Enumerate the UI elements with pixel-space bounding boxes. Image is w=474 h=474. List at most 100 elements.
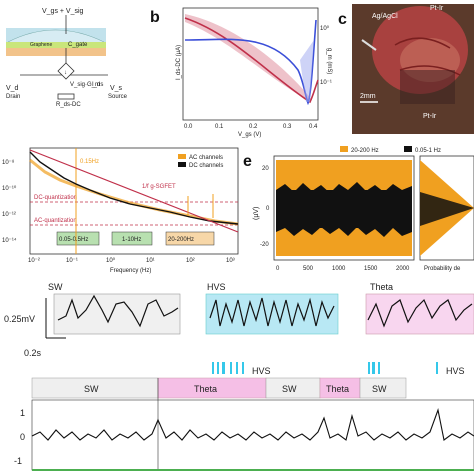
snippet-hvs-title: HVS bbox=[207, 282, 226, 292]
panel-e-xtick-2: 500 bbox=[303, 266, 314, 272]
probe-shadow bbox=[400, 70, 455, 104]
dc-psd-curve bbox=[29, 151, 239, 225]
fit-label: 1/f g-SGFET bbox=[142, 184, 176, 190]
panel-e-xtick-5: 2000 bbox=[396, 266, 410, 272]
panel-e-xtick-1: 0 bbox=[276, 266, 280, 272]
state-sw-1-label: SW bbox=[84, 384, 99, 394]
fit-line bbox=[29, 149, 239, 233]
psd-xtick-4: 10¹ bbox=[146, 258, 155, 264]
psd-xtick-2: 10⁻¹ bbox=[66, 258, 78, 264]
vgs-tick-3: 0.2 bbox=[249, 124, 258, 130]
scale-voltage-label: 0.25mV bbox=[4, 314, 35, 324]
psd-ytick-2: 10⁻¹⁰ bbox=[2, 185, 17, 192]
hvs-tick bbox=[372, 362, 375, 374]
snippet-hvs-trace bbox=[209, 297, 335, 327]
panel-e-ylabel: (µV) bbox=[253, 207, 260, 220]
pt-ir-bottom-label: Pt-Ir bbox=[423, 113, 437, 120]
gm-tick-2: 10⁻¹ bbox=[320, 80, 332, 86]
freq-marker-label: 0.15Hz bbox=[80, 159, 99, 165]
resistor-icon bbox=[57, 93, 75, 100]
hvs-ticks-1 bbox=[212, 362, 438, 374]
band-2-label: 1-10Hz bbox=[122, 237, 141, 243]
vgs-tick-4: 0.3 bbox=[283, 124, 292, 130]
state-sw-3 bbox=[359, 377, 407, 399]
legend-dc-swatch bbox=[178, 162, 186, 167]
legend-dc-label: DC channels bbox=[189, 163, 223, 169]
vgs-axis-label: V_gs (V) bbox=[238, 132, 261, 138]
substrate-layer bbox=[6, 48, 106, 56]
snippet-hvs-box bbox=[205, 293, 339, 335]
drain-label: Drain bbox=[6, 94, 20, 100]
cgate-label: C_gate bbox=[68, 42, 88, 48]
hvs-label-2: HVS bbox=[446, 366, 465, 376]
drain-voltage-label: V_d bbox=[6, 85, 19, 92]
hvs-tick bbox=[236, 362, 238, 374]
panel-e-ytick-2: 0 bbox=[266, 206, 270, 212]
psd-xtick-1: 10⁻² bbox=[28, 258, 40, 264]
state-sw-3-label: SW bbox=[372, 384, 387, 394]
source-voltage-label: V_s bbox=[110, 85, 123, 92]
psd-xtick-5: 10² bbox=[186, 258, 195, 264]
vgs-tick-5: 0.4 bbox=[309, 124, 318, 130]
band-1-label: 0.05-0.5Hz bbox=[59, 237, 88, 243]
timeline-ytick-1: 1 bbox=[20, 408, 25, 418]
timeline-ytick-2: 0 bbox=[20, 432, 25, 442]
timeline-trace bbox=[31, 407, 474, 441]
hvs-tick bbox=[242, 362, 244, 374]
ref-electrode bbox=[361, 39, 377, 51]
psd-ytick-1: 10⁻⁸ bbox=[2, 159, 15, 166]
dc-quant-label: DC-quantization bbox=[34, 195, 77, 201]
graphene-label: Graphene bbox=[30, 42, 52, 48]
vgs-tick-2: 0.1 bbox=[215, 124, 224, 130]
panel-e-ytick-3: -20 bbox=[260, 242, 269, 248]
gm-label: V_sig·G_m bbox=[70, 82, 100, 88]
snippet-sw-title: SW bbox=[48, 282, 63, 292]
ac-quant-label: AC-quantization bbox=[34, 218, 77, 224]
psd-xtick-3: 10⁰ bbox=[106, 257, 116, 264]
hvs-tick bbox=[378, 362, 380, 374]
snippet-theta-title: Theta bbox=[370, 282, 393, 292]
snippet-sw-box bbox=[53, 293, 181, 335]
gm-band bbox=[300, 40, 314, 102]
panel-a-schematic: V_gs + V_sig Graphene C_gate ↓ V_sig·G_m… bbox=[6, 8, 128, 108]
legend-e-black-swatch bbox=[404, 146, 412, 152]
panel-c-letter: c bbox=[338, 11, 347, 28]
psd-x-label: Frequency (Hz) bbox=[110, 268, 151, 274]
histogram-label: Probability de bbox=[424, 266, 461, 272]
panel-e-xtick-4: 1500 bbox=[364, 266, 378, 272]
hvs-tick bbox=[436, 362, 438, 374]
agagcl-label: Ag/AgCl bbox=[372, 13, 398, 20]
band-1-box bbox=[56, 231, 100, 246]
panel-e-letter: e bbox=[243, 153, 252, 170]
snippet-sw-trace bbox=[57, 294, 179, 328]
legend-e-black-label: 0.05-1 Hz bbox=[415, 148, 441, 154]
hvs-label-1: HVS bbox=[252, 366, 271, 376]
psd-ytick-3: 10⁻¹² bbox=[2, 212, 16, 218]
gm-curve bbox=[184, 19, 317, 106]
psd-ytick-4: 10⁻¹⁴ bbox=[2, 237, 17, 244]
panel-e-ytick-1: 20 bbox=[262, 166, 269, 172]
gate-voltage-label: V_gs + V_sig bbox=[42, 8, 84, 15]
state-theta-1-label: Theta bbox=[194, 384, 217, 394]
band-2-box bbox=[111, 231, 153, 246]
pt-ir-top-label: Pt-Ir bbox=[430, 5, 444, 12]
state-theta-2-label: Theta bbox=[326, 384, 349, 394]
source-arrow-icon: ↓ bbox=[64, 70, 67, 76]
ids-label: I_ds bbox=[92, 82, 103, 88]
hvs-tick bbox=[222, 362, 225, 374]
psd-xtick-6: 10³ bbox=[226, 258, 235, 264]
snippet-theta-box bbox=[365, 293, 474, 335]
electrolyte-dome bbox=[7, 29, 105, 43]
vgs-tick-1: 0.0 bbox=[184, 124, 193, 130]
scale-label: 2mm bbox=[360, 93, 376, 100]
ids-band bbox=[185, 14, 312, 100]
hvs-tick bbox=[368, 362, 370, 374]
legend-box bbox=[176, 152, 236, 170]
gm-axis-label: g_m (mS) bbox=[326, 48, 332, 74]
scale-time-label: 0.2s bbox=[24, 348, 42, 358]
band-3-label: 20-200Hz bbox=[168, 237, 194, 243]
source-label: Source bbox=[108, 94, 128, 100]
hvs-tick bbox=[212, 362, 214, 374]
hvs-tick bbox=[217, 362, 219, 374]
